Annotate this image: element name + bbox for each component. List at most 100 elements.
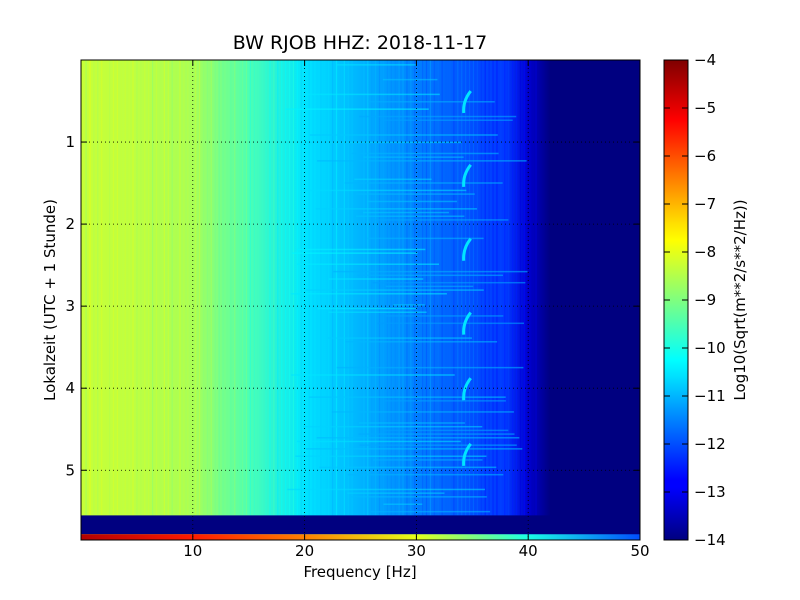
spectral-line <box>163 60 165 516</box>
time-band <box>308 396 506 398</box>
spectral-line <box>425 60 428 516</box>
colorbar-label: Log10(Sqrt(m**2/s**2/Hz)) <box>731 199 749 400</box>
y-tick-label: 2 <box>65 215 75 233</box>
time-band <box>382 78 438 81</box>
time-band <box>356 193 475 195</box>
time-band <box>383 503 423 505</box>
spectral-line <box>101 60 103 516</box>
y-tick-label: 3 <box>65 297 75 315</box>
spectral-line <box>296 60 298 516</box>
time-band <box>358 433 515 435</box>
tone-event <box>462 311 472 335</box>
time-band <box>296 440 461 443</box>
time-band <box>336 366 524 369</box>
time-band <box>382 429 509 432</box>
spectral-line <box>183 60 185 516</box>
spectral-line <box>140 60 142 516</box>
time-band <box>351 496 487 498</box>
spectral-line <box>531 60 533 516</box>
time-band <box>384 400 506 402</box>
spectral-line <box>347 60 349 516</box>
spectral-line <box>195 60 197 516</box>
spectral-line <box>198 60 201 516</box>
colorbar-tick-label: −8 <box>694 243 716 261</box>
spectral-line <box>523 60 525 516</box>
time-band <box>328 278 424 280</box>
time-band <box>307 93 440 96</box>
spectral-line <box>187 60 189 516</box>
time-band <box>319 466 497 469</box>
time-band <box>347 492 445 494</box>
spectral-line <box>218 60 220 516</box>
x-tick-label: 50 <box>630 542 649 560</box>
spectral-line <box>124 60 126 516</box>
time-band <box>295 455 487 457</box>
time-band <box>366 200 457 203</box>
spectral-line <box>238 60 240 516</box>
spectral-line <box>167 60 169 516</box>
y-tick-label: 4 <box>65 379 75 397</box>
spectral-line <box>449 60 451 516</box>
spectral-line <box>418 60 420 516</box>
spectral-line <box>324 60 326 516</box>
spectral-line <box>210 60 212 516</box>
time-band <box>291 252 418 254</box>
time-band <box>327 337 472 339</box>
time-band <box>393 304 425 306</box>
time-band <box>367 237 484 240</box>
colorbar-tick-label: −9 <box>694 291 716 309</box>
x-axis-ticks: 10 20 30 40 50 <box>183 60 650 560</box>
tone-events <box>462 90 472 466</box>
time-band <box>317 160 527 162</box>
time-band <box>380 119 513 121</box>
spectral-line <box>241 60 244 516</box>
spectral-line <box>253 60 255 516</box>
spectral-line <box>398 60 400 516</box>
tone-event <box>462 163 472 187</box>
spectral-line <box>151 60 154 516</box>
spectral-line <box>171 60 173 516</box>
spectral-line <box>179 60 181 516</box>
spectral-line <box>390 60 392 516</box>
spectral-line <box>488 60 490 516</box>
spectral-line <box>433 60 435 516</box>
spectral-line <box>508 60 510 516</box>
y-axis-ticks: 1 2 3 4 5 <box>65 133 640 479</box>
time-band <box>287 488 485 491</box>
time-band <box>285 108 429 110</box>
spectral-line <box>355 60 357 516</box>
time-band <box>305 289 484 291</box>
spectral-line <box>214 60 216 516</box>
spectral-line <box>406 60 408 516</box>
spectral-line <box>453 60 455 516</box>
tone-event <box>462 442 472 466</box>
tone-event <box>462 237 472 261</box>
time-band <box>336 64 417 66</box>
spectral-line <box>441 60 443 516</box>
spectral-line <box>85 60 87 516</box>
spectral-line <box>519 60 522 516</box>
time-band <box>309 134 498 136</box>
spectral-line <box>382 60 385 516</box>
colorbar-ticks: −4 −5 −6 −7 −8 −9 −10 −11 −12 −13 −14 <box>664 51 726 549</box>
y-tick-label: 5 <box>65 461 75 479</box>
spectral-line <box>484 60 486 516</box>
time-band <box>297 248 426 251</box>
spectral-line <box>500 60 502 516</box>
time-band <box>331 411 514 413</box>
colorbar-tick-label: −11 <box>694 387 726 405</box>
time-bands <box>285 64 528 513</box>
spectral-line <box>257 60 259 516</box>
spectral-line <box>343 60 345 516</box>
spectral-line <box>468 60 471 516</box>
spectral-line <box>230 60 232 516</box>
time-band <box>385 315 504 317</box>
spectral-line <box>112 60 115 516</box>
spectral-line <box>445 60 447 516</box>
spectral-line <box>414 60 416 516</box>
spectrogram-plot <box>81 60 640 540</box>
spectral-line <box>437 60 439 516</box>
time-band <box>370 510 491 513</box>
time-band <box>363 211 449 214</box>
chart-title: BW RJOB HHZ: 2018-11-17 <box>233 32 487 54</box>
